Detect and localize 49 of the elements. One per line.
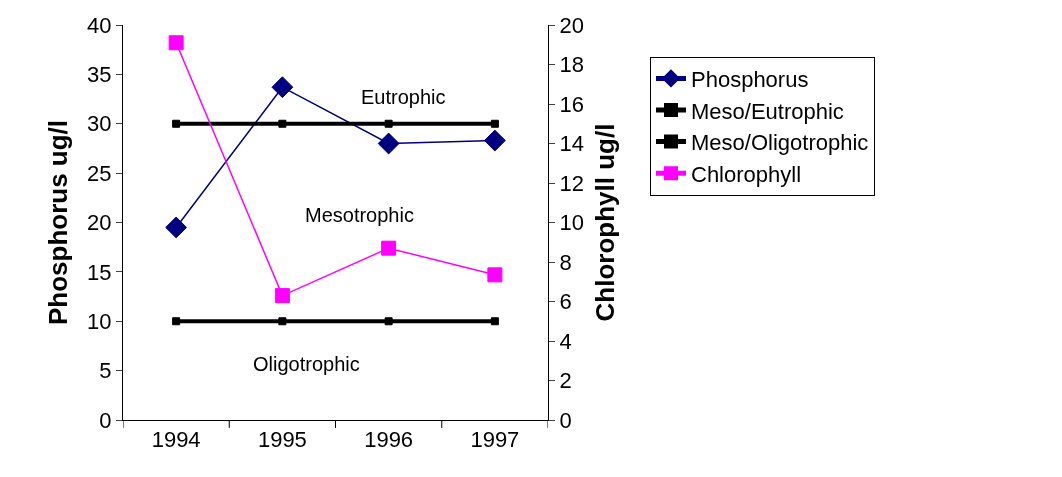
y2-tick-label: 20 bbox=[559, 12, 584, 38]
legend-label: Meso/Oligotrophic bbox=[691, 130, 869, 156]
y2-axis-title: Chlorophyll ug/l bbox=[589, 123, 620, 322]
y-tick-label: 20 bbox=[87, 210, 112, 236]
legend-label: Meso/Eutrophic bbox=[691, 98, 844, 124]
y-tick-label: 35 bbox=[87, 62, 112, 88]
x-tick-label: 1996 bbox=[364, 427, 414, 453]
y2-tick-label: 6 bbox=[559, 289, 572, 315]
point bbox=[172, 119, 181, 128]
annotation: Eutrophic bbox=[361, 86, 446, 108]
legend-label: Phosphorus bbox=[691, 66, 809, 92]
point bbox=[271, 76, 294, 99]
y2-tick-label: 12 bbox=[559, 170, 584, 196]
y2-tick-label: 16 bbox=[559, 91, 584, 117]
point bbox=[490, 119, 499, 128]
point bbox=[490, 317, 499, 326]
y2-tick-label: 2 bbox=[559, 368, 572, 394]
annotation: Oligotrophic bbox=[253, 353, 360, 375]
y2-tick-label: 18 bbox=[559, 52, 584, 78]
point bbox=[483, 129, 506, 152]
point bbox=[384, 119, 393, 128]
y-tick-label: 10 bbox=[87, 308, 112, 334]
y2-tick-label: 8 bbox=[559, 249, 572, 275]
point bbox=[172, 317, 181, 326]
x-tick-label: 1994 bbox=[151, 427, 201, 453]
point bbox=[278, 317, 287, 326]
y-axis-title: Phosphorus ug/l bbox=[42, 119, 73, 326]
point bbox=[377, 132, 400, 155]
x-tick-label: 1997 bbox=[470, 427, 520, 453]
annotation: Mesotrophic bbox=[305, 204, 414, 226]
y-tick-label: 25 bbox=[87, 160, 112, 186]
x-tick-label: 1995 bbox=[257, 427, 307, 453]
legend-label: Chlorophyll bbox=[691, 161, 802, 187]
point bbox=[165, 216, 188, 239]
y2-tick-label: 10 bbox=[559, 210, 584, 236]
y-tick-label: 15 bbox=[87, 259, 112, 285]
y2-tick-label: 0 bbox=[559, 407, 572, 433]
point bbox=[274, 288, 290, 304]
point bbox=[384, 317, 393, 326]
y-tick-label: 0 bbox=[99, 407, 112, 433]
y-tick-label: 5 bbox=[99, 358, 112, 384]
y2-tick-label: 4 bbox=[559, 328, 572, 354]
y2-tick-label: 14 bbox=[559, 131, 584, 157]
point bbox=[487, 267, 503, 283]
y-tick-label: 40 bbox=[87, 12, 112, 38]
y-tick-label: 30 bbox=[87, 111, 112, 137]
point bbox=[381, 240, 397, 256]
point bbox=[168, 35, 184, 51]
point bbox=[278, 119, 287, 128]
